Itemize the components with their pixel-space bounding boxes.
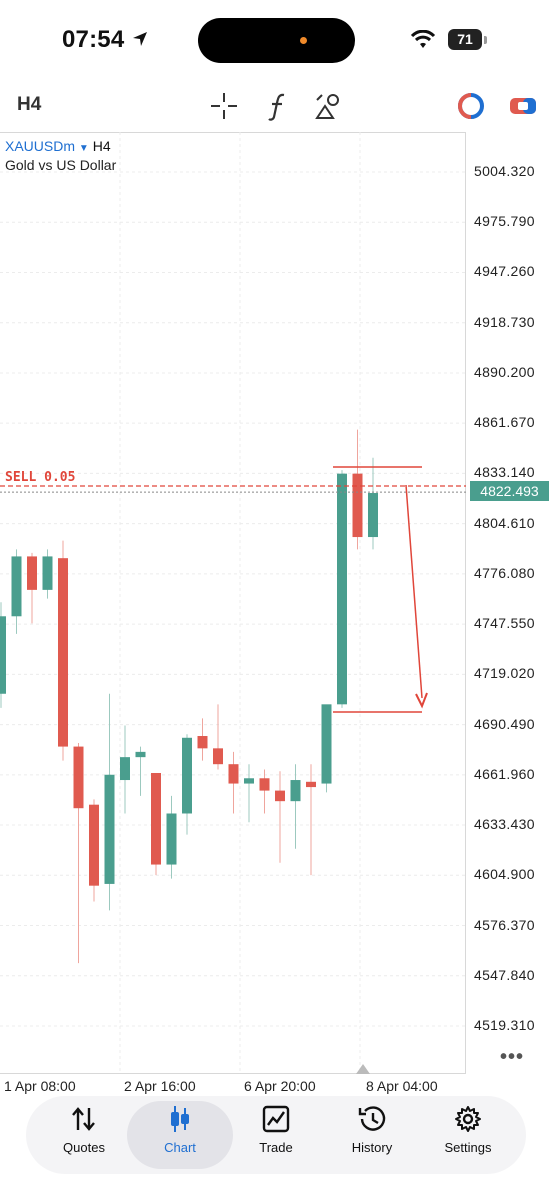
trend-arrow-head	[415, 692, 428, 709]
battery-cap	[484, 36, 487, 44]
candle-body	[244, 778, 254, 784]
price-label: 4690.490	[474, 715, 535, 732]
indicators-icon[interactable]	[262, 90, 294, 122]
price-label: 4547.840	[474, 966, 535, 983]
price-label: 4519.310	[474, 1017, 535, 1033]
more-icon[interactable]: •••	[500, 1046, 525, 1068]
price-label: 5004.320	[474, 163, 535, 179]
candle-body	[89, 804, 99, 886]
nav-trade[interactable]: Trade	[228, 1100, 324, 1170]
nav-label: Quotes	[63, 1140, 105, 1155]
price-label: 4604.900	[474, 866, 535, 883]
objects-icon[interactable]	[313, 90, 345, 122]
price-label: 4804.610	[474, 514, 535, 531]
candle-body	[27, 556, 37, 590]
candle-body	[259, 778, 270, 791]
candle-body	[197, 736, 208, 749]
candle-body	[213, 748, 223, 765]
price-label: 4633.430	[474, 816, 535, 833]
battery-indicator: 71	[448, 29, 482, 50]
quotes-icon	[72, 1107, 95, 1131]
candle-body	[306, 781, 316, 788]
candle-body	[352, 473, 363, 538]
price-label: 4947.260	[474, 263, 535, 280]
candle-body	[166, 813, 177, 865]
candle-body	[120, 757, 130, 781]
candle-body	[135, 751, 146, 758]
price-label: 4747.550	[474, 615, 535, 632]
candle-body	[182, 737, 192, 814]
nav-chart[interactable]: Chart	[132, 1100, 228, 1170]
bottom-navigation	[26, 1096, 526, 1174]
candle-body	[151, 772, 161, 865]
candle-body	[104, 774, 115, 884]
settings-icon	[455, 1106, 481, 1132]
nav-label: History	[351, 1140, 393, 1155]
time-label: 2 Apr 16:00	[124, 1078, 196, 1094]
chart-symbol[interactable]: XAUUSDm ▼ H4	[5, 138, 111, 154]
symbol-description: Gold vs US Dollar	[5, 157, 117, 173]
price-label: 4975.790	[474, 213, 535, 230]
wifi-icon	[410, 30, 436, 48]
nav-history[interactable]: History	[324, 1100, 420, 1170]
crosshair-icon[interactable]	[208, 90, 240, 122]
symbol-name[interactable]: XAUUSDm	[5, 138, 76, 154]
nav-label: Settings	[444, 1140, 492, 1155]
time-label: 1 Apr 08:00	[4, 1078, 76, 1094]
nav-label: Chart	[164, 1140, 196, 1155]
candle-body	[290, 780, 301, 802]
nav-label: Trade	[259, 1140, 293, 1155]
nav-quotes[interactable]: Quotes	[36, 1100, 132, 1170]
candle-body	[228, 764, 239, 784]
trend-arrow-shaft	[405, 484, 423, 699]
candle-body	[321, 704, 332, 784]
time-label: 6 Apr 20:00	[244, 1078, 316, 1094]
chart-timeframe: H4	[92, 138, 111, 154]
price-label: 4776.080	[474, 564, 535, 581]
candle-body	[275, 790, 285, 802]
nav-settings[interactable]: Settings	[420, 1100, 516, 1170]
timeframe-selector[interactable]: H4	[17, 94, 42, 115]
chart-icon	[171, 1106, 189, 1132]
price-label: 4576.370	[474, 916, 535, 933]
candle-body	[368, 493, 378, 538]
price-label: 4661.960	[474, 765, 535, 782]
candle-body	[58, 558, 68, 747]
price-label: 4861.670	[474, 414, 535, 431]
current-price-badge: 4822.493	[470, 481, 549, 501]
trade-toggle-icon[interactable]	[507, 90, 539, 122]
candle-body	[73, 746, 84, 809]
status-time: 07:54	[62, 26, 149, 54]
chart-shift-marker[interactable]	[356, 1064, 370, 1074]
nav-active-highlight	[127, 1101, 233, 1169]
candle-body	[0, 616, 6, 694]
history-icon	[358, 1106, 386, 1131]
symbol-dropdown-icon[interactable]: ▼	[78, 143, 89, 154]
price-label: 4890.200	[474, 363, 535, 380]
price-label: 4833.140	[474, 464, 535, 481]
chart-frame[interactable]	[0, 132, 466, 1074]
dynamic-island	[198, 18, 355, 63]
trade-icon	[262, 1105, 290, 1133]
candle-body	[11, 556, 22, 617]
privacy-indicator	[300, 37, 307, 44]
one-click-trading-icon[interactable]	[455, 90, 487, 122]
candle-body	[337, 473, 347, 705]
sell-order-label[interactable]: SELL 0.05	[5, 470, 76, 485]
price-label: 4918.730	[474, 313, 535, 330]
price-chart[interactable]	[0, 132, 466, 1074]
price-label: 4719.020	[474, 665, 535, 682]
location-icon	[133, 32, 148, 46]
time-label: 8 Apr 04:00	[366, 1078, 438, 1094]
candle-body	[42, 556, 53, 590]
